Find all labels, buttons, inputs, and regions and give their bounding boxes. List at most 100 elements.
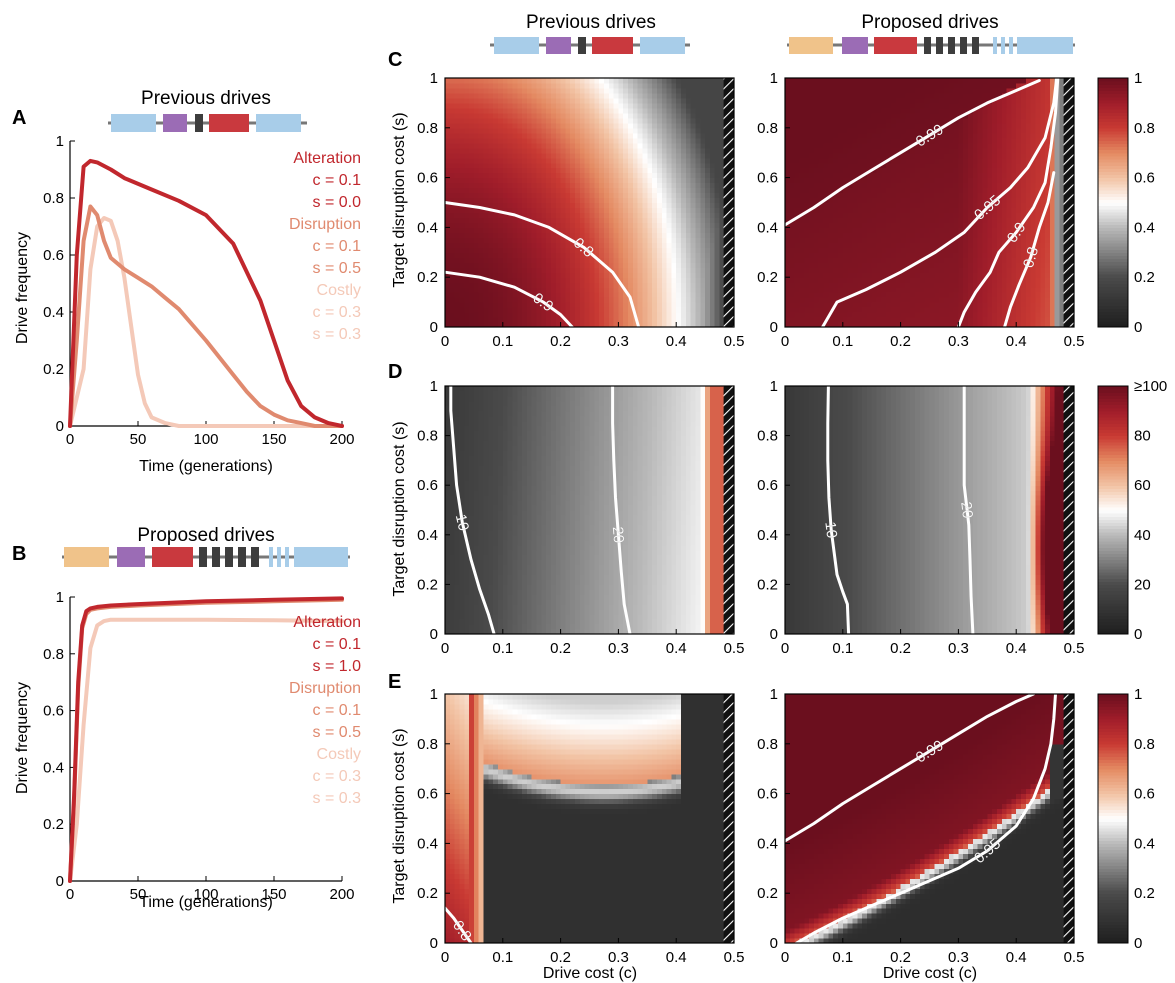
heatmap-cell (657, 103, 662, 109)
heatmap-cell (795, 232, 800, 238)
heatmap-cell (498, 242, 503, 248)
heatmap-cell (872, 237, 877, 243)
heatmap-cell (809, 247, 814, 253)
heatmap-cell (920, 317, 925, 323)
heatmap-cell (532, 242, 537, 248)
heatmap-cell (824, 203, 829, 209)
heatmap-cell (647, 312, 652, 318)
heatmap-cell (556, 188, 561, 194)
heatmap-cell (877, 287, 882, 293)
heatmap-cell (647, 207, 652, 213)
heatmap-cell (647, 302, 652, 308)
heatmap-cell (910, 123, 915, 129)
heatmap-cell (532, 257, 537, 263)
heatmap-cell (710, 173, 715, 179)
heatmap-cell (565, 277, 570, 283)
heatmap-cell (556, 103, 561, 109)
heatmap-cell (857, 123, 862, 129)
heatmap-cell (527, 108, 532, 114)
heatmap-cell (474, 178, 479, 184)
heatmap-cell (565, 98, 570, 104)
heatmap-cell (609, 83, 614, 89)
heatmap-cell (517, 178, 522, 184)
heatmap-cell (493, 98, 498, 104)
heatmap-cell (824, 178, 829, 184)
heatmap-cell (852, 232, 857, 238)
heatmap-cell (833, 262, 838, 268)
heatmap-cell (517, 163, 522, 169)
heatmap-cell (954, 242, 959, 248)
heatmap-cell (799, 143, 804, 149)
heatmap-cell (623, 312, 628, 318)
heatmap-cell (614, 88, 619, 94)
heatmap-cell (896, 217, 901, 223)
heatmap-cell (920, 198, 925, 204)
heatmap-cell (633, 297, 638, 303)
heatmap-cell (710, 88, 715, 94)
heatmap-cell (686, 168, 691, 174)
heatmap-cell (881, 188, 886, 194)
heatmap-cell (814, 287, 819, 293)
heatmap-cell (700, 227, 705, 233)
heatmap-cell (785, 292, 790, 298)
heatmap-cell (667, 178, 672, 184)
heatmap-cell (700, 118, 705, 124)
heatmap-cell (710, 133, 715, 139)
heatmap-cell (881, 128, 886, 134)
heatmap-cell (638, 267, 643, 273)
heatmap-cell (541, 148, 546, 154)
heatmap-cell (623, 242, 628, 248)
heatmap-cell (638, 173, 643, 179)
heatmap-cell (503, 98, 508, 104)
heatmap-cell (638, 307, 643, 313)
series-line-disruption (70, 207, 342, 427)
heatmap-cell (667, 227, 672, 233)
heatmap-cell (623, 173, 628, 179)
heatmap-cell (705, 133, 710, 139)
heatmap-cell (809, 113, 814, 119)
heatmap-cell (934, 198, 939, 204)
heatmap-cell (691, 163, 696, 169)
heatmap-cell (623, 277, 628, 283)
heatmap-cell (681, 247, 686, 253)
heatmap-cell (954, 88, 959, 94)
heatmap-cell (891, 128, 896, 134)
heatmap-cell (814, 108, 819, 114)
series-line-alteration (70, 598, 342, 881)
heatmap-cell (556, 267, 561, 273)
heatmap-cell (652, 123, 657, 129)
heatmap-cell (877, 312, 882, 318)
heatmap-cell (464, 88, 469, 94)
heatmap-cell (934, 163, 939, 169)
heatmap-cell (710, 262, 715, 268)
heatmap-cell (604, 232, 609, 238)
heatmap-cell (614, 153, 619, 159)
heatmap-cell (498, 93, 503, 99)
heatmap-cell (570, 307, 575, 313)
heatmap-cell (459, 78, 464, 84)
heatmap-cell (532, 108, 537, 114)
heatmap-cell (915, 198, 920, 204)
heatmap-cell (561, 143, 566, 149)
heatmap-cell (479, 212, 484, 218)
heatmap-cell (662, 118, 667, 124)
heatmap-cell (905, 198, 910, 204)
heatmap-cell (920, 277, 925, 283)
heatmap-cell (795, 282, 800, 288)
y-tick-label: 0 (430, 319, 438, 336)
heatmap-cell (867, 267, 872, 273)
heatmap-cell (445, 143, 450, 149)
heatmap-cell (503, 193, 508, 199)
heatmap-cell (925, 118, 930, 124)
heatmap-cell (695, 188, 700, 194)
heatmap-cell (652, 237, 657, 243)
heatmap-cell (705, 88, 710, 94)
heatmap-cell (958, 188, 963, 194)
heatmap-cell (614, 178, 619, 184)
heatmap-cell (872, 207, 877, 213)
heatmap-cell (920, 188, 925, 194)
heatmap-cell (804, 317, 809, 323)
heatmap-cell (809, 242, 814, 248)
heatmap-cell (795, 98, 800, 104)
heatmap-cell (838, 272, 843, 278)
